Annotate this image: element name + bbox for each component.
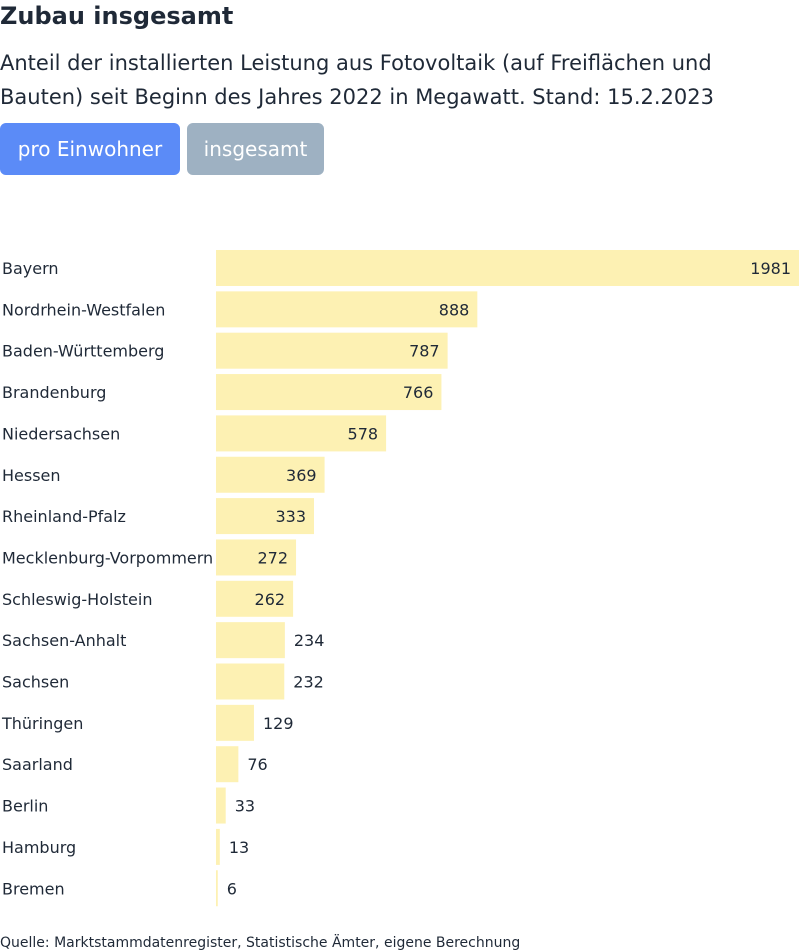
value-label: 272 — [258, 548, 289, 567]
value-label: 234 — [294, 631, 325, 650]
bar — [216, 291, 478, 328]
bar — [216, 456, 325, 493]
chart-title: Zubau insgesamt — [0, 2, 234, 30]
category-label: Nordrhein-Westfalen — [2, 300, 165, 319]
bar — [216, 415, 387, 452]
bar — [216, 332, 448, 369]
category-label: Thüringen — [1, 714, 83, 733]
bar — [216, 539, 297, 576]
value-label: 766 — [403, 383, 434, 402]
value-label: 333 — [275, 507, 306, 526]
value-label: 578 — [348, 424, 379, 443]
bar — [216, 787, 226, 824]
bar — [216, 498, 315, 535]
category-label: Berlin — [2, 797, 48, 816]
bar — [216, 250, 799, 286]
category-label: Sachsen-Anhalt — [2, 631, 126, 650]
bar — [216, 704, 254, 741]
bar — [216, 374, 442, 411]
value-label: 888 — [439, 300, 470, 319]
value-label: 369 — [286, 466, 317, 485]
bar — [216, 580, 294, 617]
category-label: Hessen — [2, 466, 61, 485]
value-label: 232 — [293, 673, 324, 692]
category-label: Saarland — [2, 755, 73, 774]
bar — [216, 746, 239, 783]
value-label: 262 — [255, 590, 286, 609]
value-label: 13 — [229, 838, 249, 857]
bar — [216, 663, 285, 700]
category-label: Brandenburg — [2, 383, 106, 402]
category-label: Niedersachsen — [2, 424, 120, 443]
bar-chart: Bayern 1981 Nordrhein-Westfalen 888 Baden-Wü… — [1, 250, 799, 907]
bar — [216, 870, 218, 907]
value-label: 6 — [227, 879, 237, 898]
category-label: Baden-Württemberg — [2, 342, 164, 361]
bar — [216, 828, 220, 865]
category-label: Schleswig-Holstein — [2, 590, 152, 609]
value-label: 33 — [235, 797, 255, 816]
total-button[interactable]: insgesamt — [187, 123, 324, 175]
value-label: 787 — [409, 342, 440, 361]
category-label: Hamburg — [2, 838, 76, 857]
value-label: 1981 — [750, 259, 791, 278]
category-label: Bayern — [2, 259, 59, 278]
chart-subtitle: Anteil der installierten Leistung aus Fo… — [0, 51, 714, 109]
value-label: 76 — [247, 755, 267, 774]
source-note: Quelle: Marktstammdatenregister, Statist… — [0, 935, 521, 951]
per-capita-button[interactable]: pro Einwohner — [0, 123, 180, 175]
category-label: Mecklenburg-Vorpommern — [2, 548, 213, 567]
value-label: 129 — [263, 714, 294, 733]
bar — [216, 622, 285, 659]
category-label: Sachsen — [2, 673, 69, 692]
category-label: Bremen — [2, 879, 65, 898]
category-label: Rheinland-Pfalz — [2, 507, 126, 526]
